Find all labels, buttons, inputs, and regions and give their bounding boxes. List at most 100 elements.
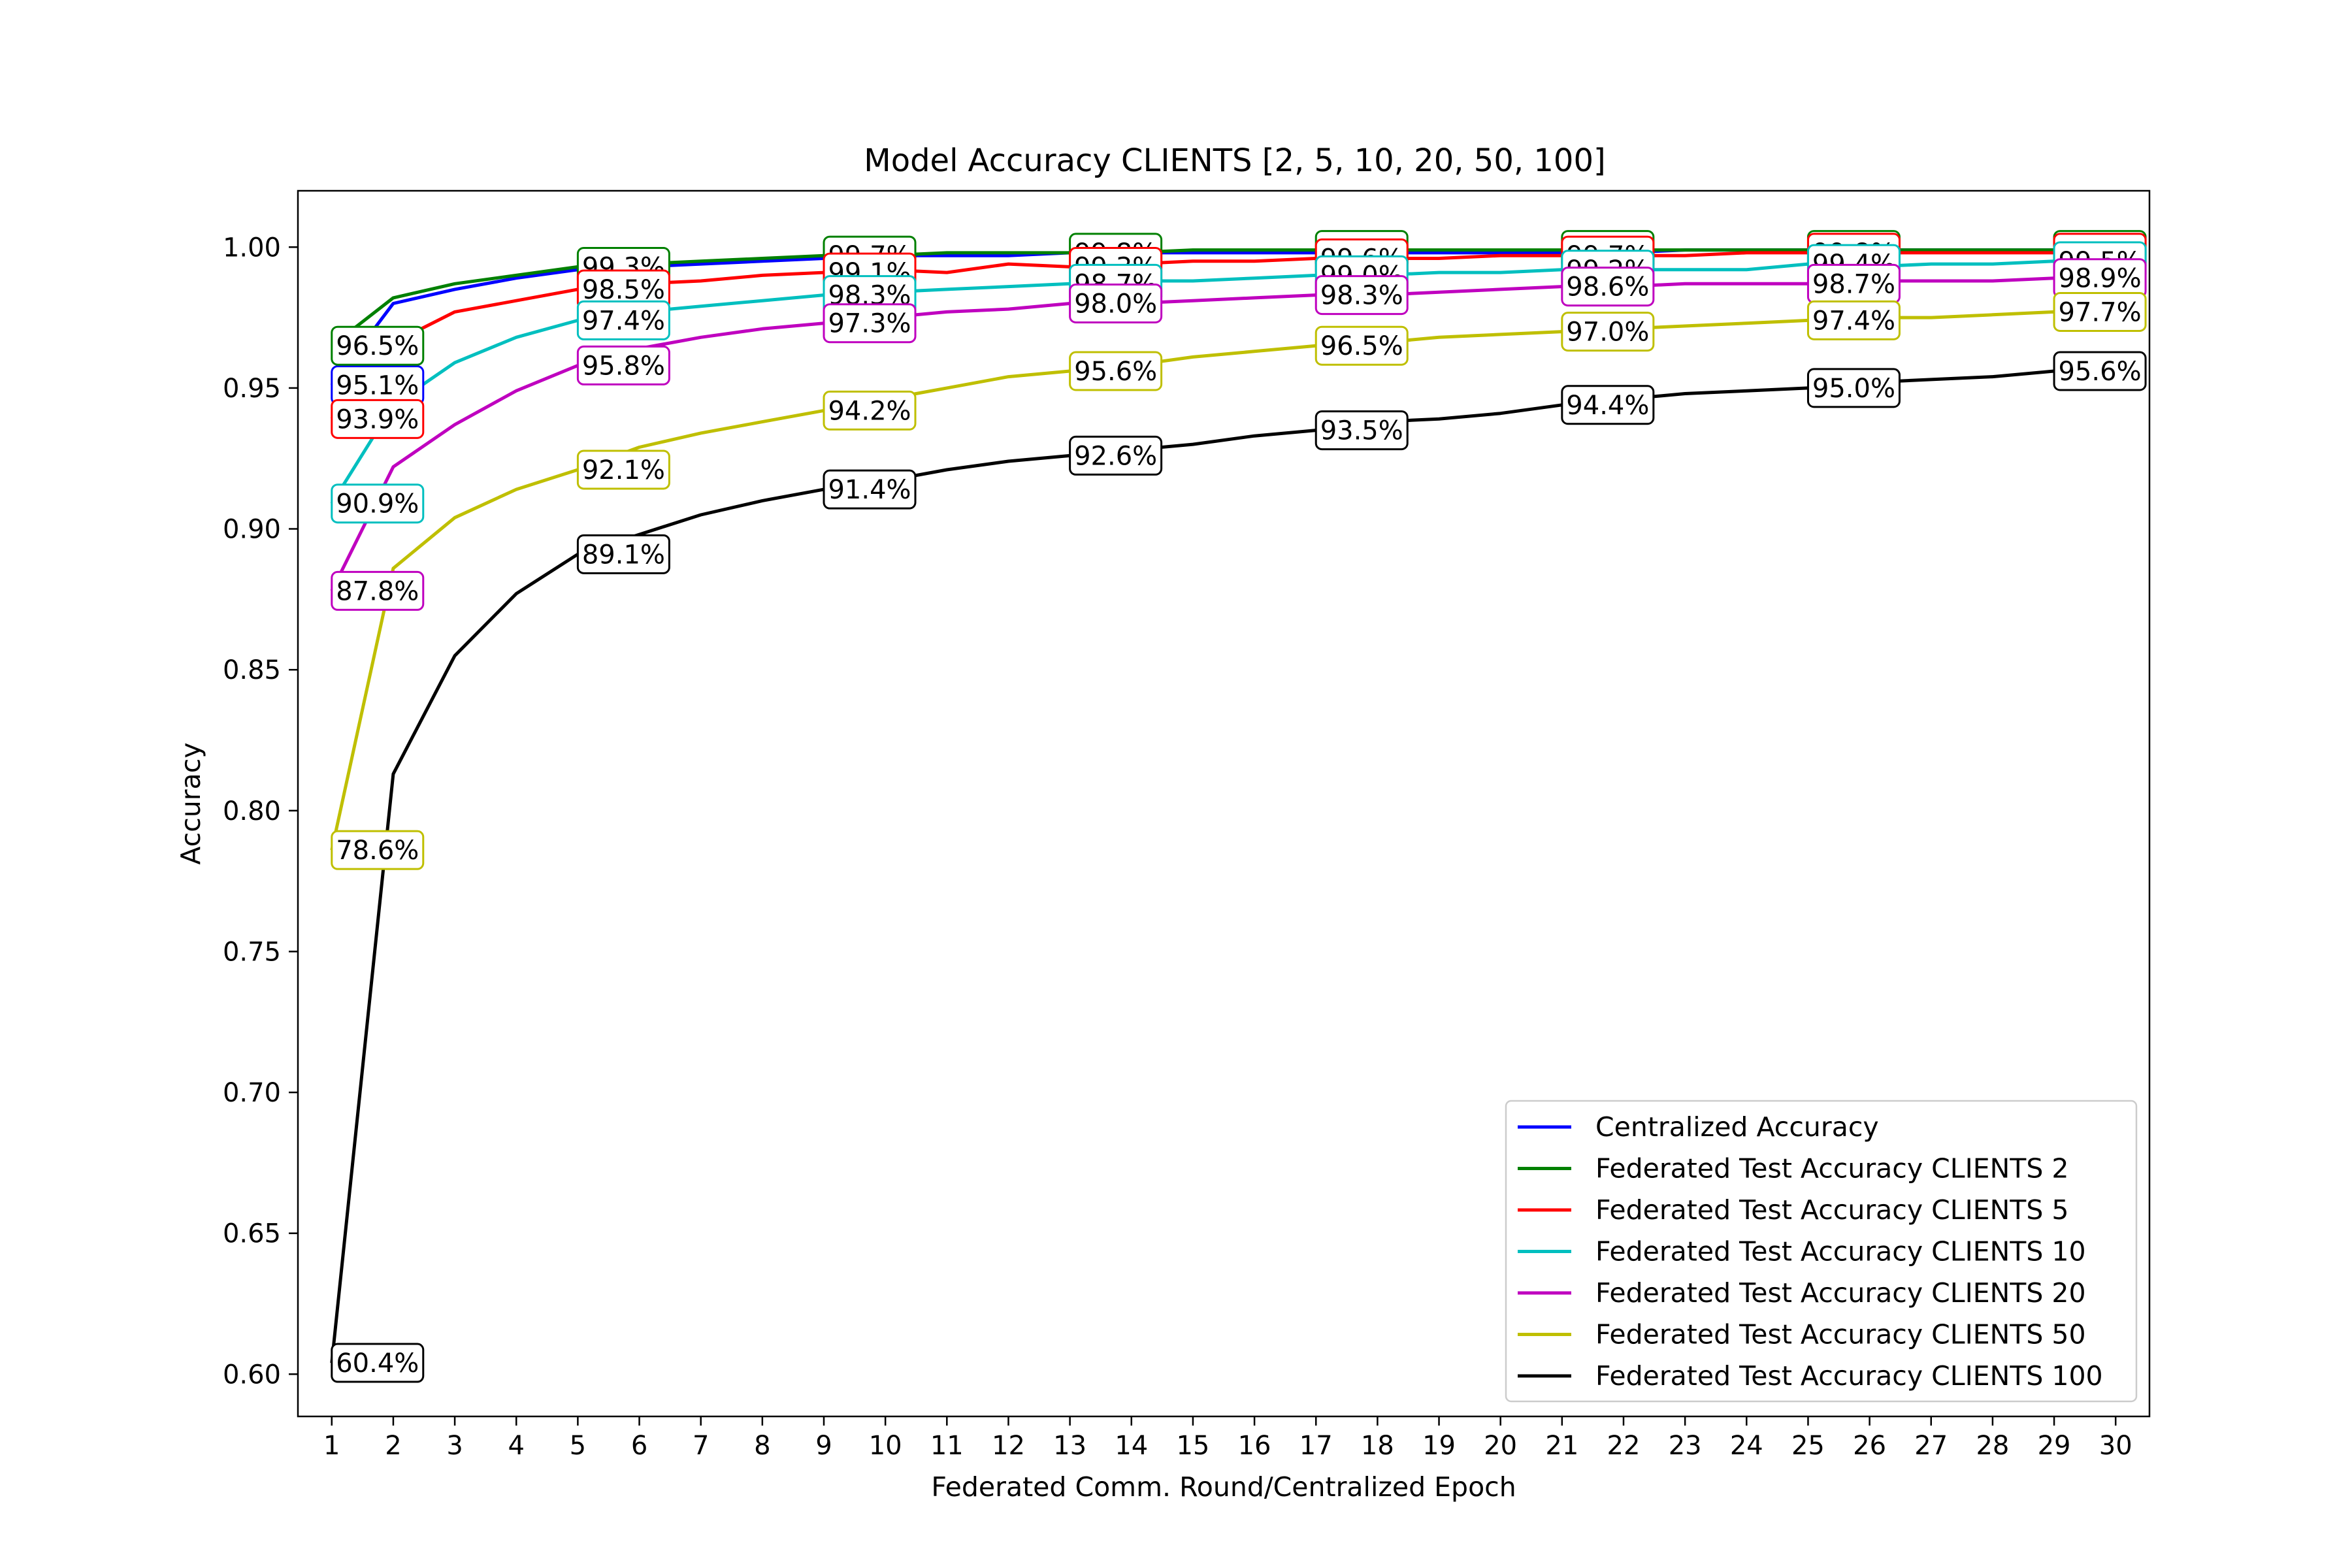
data-label-box — [331, 325, 425, 366]
data-label-box — [576, 345, 670, 385]
data-label: 95.0% — [1806, 368, 1901, 408]
data-label: 97.7% — [2053, 291, 2147, 332]
plot-frame — [297, 189, 2151, 1418]
data-label: 93.9% — [331, 399, 425, 439]
data-label: 90.9% — [331, 483, 425, 524]
x-tick-label: 28 — [1976, 1431, 2009, 1461]
data-label-text: 78.6% — [336, 836, 419, 866]
data-label: 97.4% — [576, 300, 670, 340]
data-label-box — [1069, 435, 1163, 476]
data-label-text: 92.6% — [1074, 441, 1157, 471]
data-label-text: 97.4% — [1812, 306, 1895, 336]
data-label-text: 97.0% — [1566, 318, 1649, 348]
data-label-text: 94.4% — [1566, 391, 1649, 421]
data-label-box — [331, 830, 425, 870]
data-label-box — [1561, 385, 1655, 425]
x-tick-label: 29 — [2038, 1431, 2071, 1461]
data-label: 98.5% — [576, 269, 670, 310]
data-label-text: 95.8% — [582, 351, 665, 381]
data-label: 92.1% — [576, 449, 670, 490]
legend-label: Centralized Accuracy — [1595, 1111, 1879, 1143]
data-label: 89.1% — [576, 534, 670, 574]
data-label-text: 96.5% — [336, 331, 419, 361]
data-label: 96.5% — [1315, 325, 1409, 366]
data-label: 98.3% — [1315, 275, 1409, 316]
x-tick-label: 10 — [869, 1431, 902, 1461]
data-label-text: 93.9% — [336, 404, 419, 434]
x-tick-label: 20 — [1484, 1431, 1517, 1461]
x-tick-label: 17 — [1299, 1431, 1333, 1461]
data-label: 60.4% — [331, 1343, 425, 1383]
x-tick-label: 1 — [323, 1431, 340, 1461]
plot-area: 95.1%96.5%99.3%99.7%99.8%99.9%99.9%99.9%… — [330, 230, 2147, 1383]
x-tick-label: 25 — [1791, 1431, 1825, 1461]
data-label: 92.6% — [1069, 435, 1163, 476]
data-label-box — [1069, 351, 1163, 391]
x-tick-label: 12 — [992, 1431, 1025, 1461]
y-tick-label: 0.75 — [223, 937, 281, 967]
y-tick-label: 0.95 — [223, 374, 281, 404]
y-tick-label: 0.90 — [223, 515, 281, 545]
data-label-text: 91.4% — [828, 475, 911, 505]
x-tick-label: 13 — [1053, 1431, 1086, 1461]
data-label-text: 90.9% — [336, 489, 419, 519]
x-tick-label: 3 — [446, 1431, 463, 1461]
data-label: 97.0% — [1561, 312, 1655, 352]
y-tick-label: 1.00 — [223, 233, 281, 263]
data-label-box — [823, 390, 917, 431]
data-label-box — [823, 469, 917, 510]
data-label-text: 95.6% — [2059, 357, 2142, 387]
data-label-box — [1806, 368, 1901, 408]
legend-label: Federated Test Accuracy CLIENTS 5 — [1595, 1194, 2068, 1226]
data-label-text: 97.3% — [828, 309, 911, 339]
data-label: 98.6% — [1561, 267, 1655, 307]
x-tick-label: 2 — [385, 1431, 401, 1461]
data-label: 91.4% — [823, 469, 917, 510]
legend-frame — [1505, 1100, 2138, 1403]
data-label-text: 97.7% — [2059, 297, 2142, 327]
x-tick-label: 5 — [570, 1431, 586, 1461]
x-tick-label: 8 — [754, 1431, 770, 1461]
data-label-text: 92.1% — [582, 455, 665, 485]
x-tick-label: 27 — [1914, 1431, 1948, 1461]
data-label-box — [331, 483, 425, 524]
data-label: 97.4% — [1806, 300, 1901, 340]
chart-title: Model Accuracy CLIENTS [2, 5, 10, 20, 50… — [864, 142, 1605, 179]
legend-label: Federated Test Accuracy CLIENTS 100 — [1595, 1360, 2103, 1392]
x-tick-label: 26 — [1853, 1431, 1886, 1461]
x-tick-label: 11 — [930, 1431, 964, 1461]
data-label-text: 95.1% — [336, 371, 419, 401]
x-tick-label: 23 — [1669, 1431, 1702, 1461]
data-label: 97.3% — [823, 303, 917, 344]
legend-label: Federated Test Accuracy CLIENTS 10 — [1595, 1236, 2086, 1267]
data-label: 98.7% — [1806, 263, 1901, 304]
legend-label: Federated Test Accuracy CLIENTS 20 — [1595, 1277, 2086, 1309]
data-label: 98.0% — [1069, 284, 1163, 324]
data-label-text: 93.5% — [1320, 416, 1403, 446]
y-tick-label: 0.85 — [223, 655, 281, 685]
x-axis-label: Federated Comm. Round/Centralized Epoch — [931, 1471, 1516, 1503]
data-label-text: 97.4% — [582, 306, 665, 336]
x-tick-label: 18 — [1361, 1431, 1394, 1461]
y-tick-label: 0.70 — [223, 1078, 281, 1108]
legend: Centralized Accuracy Federated Test Accur… — [1505, 1100, 2138, 1403]
data-label-text: 98.7% — [1812, 269, 1895, 299]
data-label-text: 96.5% — [1320, 331, 1403, 361]
data-label-box — [331, 1343, 425, 1383]
y-axis: 0.60 0.65 0.70 0.75 0.80 0.85 0.90 0.95 1.00 — [223, 233, 298, 1390]
data-label-box — [2053, 351, 2147, 391]
x-tick-label: 15 — [1176, 1431, 1209, 1461]
x-tick-label: 19 — [1422, 1431, 1456, 1461]
data-label: 95.6% — [2053, 351, 2147, 391]
data-label-box — [331, 399, 425, 439]
data-label: 94.4% — [1561, 385, 1655, 425]
data-label-box — [331, 570, 425, 611]
x-tick-label: 22 — [1607, 1431, 1641, 1461]
data-label-box — [1806, 300, 1901, 340]
data-label-box — [1069, 284, 1163, 324]
data-label-box — [823, 303, 917, 344]
x-tick-label: 4 — [508, 1431, 525, 1461]
x-tick-label: 24 — [1730, 1431, 1763, 1461]
data-label-text: 60.4% — [336, 1348, 419, 1379]
